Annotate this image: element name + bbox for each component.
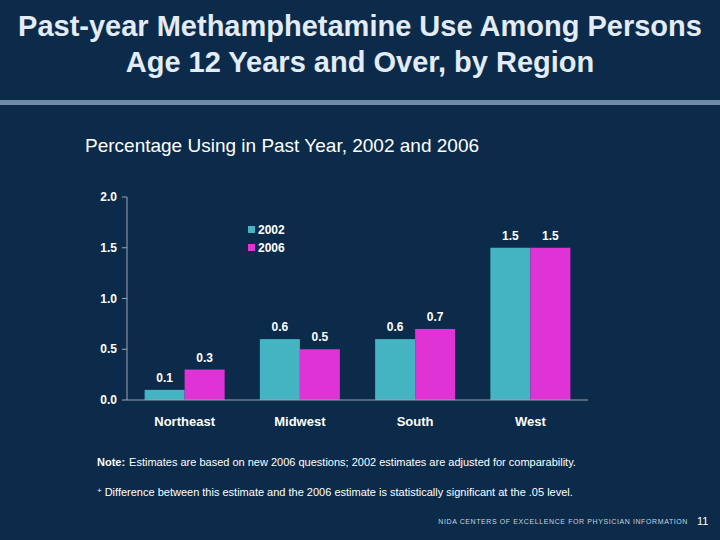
y-tick [122, 298, 127, 299]
note: Note: Estimates are based on new 2006 que… [97, 456, 576, 468]
title-rule [0, 100, 720, 105]
legend-swatch [248, 244, 255, 251]
legend-label: 2002 [258, 223, 285, 237]
y-tick-label: 2.0 [100, 190, 117, 204]
legend-label: 2006 [258, 241, 285, 255]
x-tick-label: Northeast [154, 414, 215, 429]
y-tick [122, 349, 127, 350]
data-label: 0.6 [272, 320, 289, 334]
bars [145, 248, 571, 400]
y-tick-label: 0.5 [100, 342, 117, 356]
x-axis [127, 400, 588, 401]
footnote-symbol: + [97, 486, 102, 495]
bar [300, 349, 340, 400]
y-axis [127, 197, 128, 400]
bar [185, 370, 225, 400]
note-text: Estimates are based on new 2006 question… [129, 456, 576, 468]
data-label: 0.7 [427, 310, 444, 324]
y-tick [122, 400, 127, 401]
data-label: 1.5 [502, 229, 519, 243]
bar [490, 248, 530, 400]
bar [145, 390, 185, 400]
bar [530, 248, 570, 400]
bar [415, 329, 455, 400]
footer: NIDA CENTERS OF EXCELLENCE FOR PHYSICIAN… [438, 518, 688, 525]
footnote: +Difference between this estimate and th… [97, 486, 573, 498]
page-number: 11 [697, 515, 708, 527]
bar [260, 339, 300, 400]
bar [375, 339, 415, 400]
title: Past-year Methamphetamine Use Among Pers… [10, 8, 710, 80]
x-tick-label: Midwest [274, 414, 326, 429]
y-tick-label: 0.0 [100, 393, 117, 407]
data-label: 0.5 [312, 330, 329, 344]
data-label: 0.6 [387, 320, 404, 334]
note-label: Note: [97, 456, 125, 468]
data-label: 1.5 [542, 229, 559, 243]
y-tick-label: 1.0 [100, 292, 117, 306]
footnote-text: Difference between this estimate and the… [105, 486, 573, 498]
subtitle: Percentage Using in Past Year, 2002 and … [85, 135, 479, 156]
legend-swatch [248, 226, 255, 233]
data-label: 0.1 [156, 371, 173, 385]
page: Chart html, body { margin: 0; padding: 0… [0, 0, 720, 540]
chart-svg: Percentage Using in Past Year, 2002 and … [0, 0, 720, 540]
body: {"chart_data": {"type": "bar", "title": … [0, 0, 720, 540]
y-tick [122, 197, 127, 198]
x-tick-label: South [397, 414, 434, 429]
x-tick-label: West [515, 414, 546, 429]
y-tick-label: 1.5 [100, 241, 117, 255]
slide: Past-year Methamphetamine Use Among Pers… [0, 0, 720, 540]
data-label: 0.3 [196, 351, 213, 365]
y-tick [122, 247, 127, 248]
